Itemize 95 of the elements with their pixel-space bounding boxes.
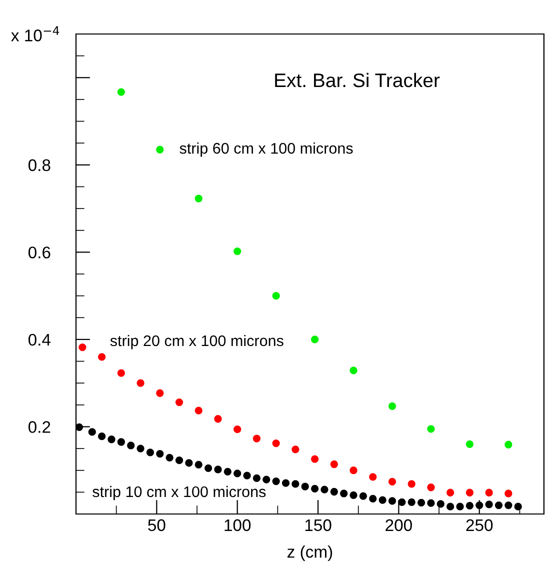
point bbox=[369, 473, 377, 481]
series-label: strip 10 cm x 100 microns bbox=[92, 486, 266, 500]
point bbox=[310, 484, 319, 493]
point bbox=[350, 466, 358, 474]
point bbox=[194, 460, 202, 469]
y-tick-label: 0.8 bbox=[28, 159, 50, 172]
point bbox=[214, 466, 222, 474]
series-label: strip 60 cm x 100 microns bbox=[180, 142, 353, 157]
point bbox=[494, 501, 503, 510]
y-tick-label: 0.2 bbox=[28, 421, 50, 433]
point bbox=[466, 488, 474, 496]
point bbox=[156, 450, 164, 458]
point bbox=[408, 480, 416, 488]
point bbox=[330, 488, 338, 496]
point bbox=[359, 492, 368, 500]
point bbox=[417, 498, 426, 506]
point bbox=[320, 486, 328, 494]
point bbox=[378, 496, 386, 504]
point bbox=[427, 499, 435, 507]
point bbox=[301, 482, 309, 490]
point bbox=[282, 479, 290, 487]
point bbox=[427, 425, 435, 433]
point bbox=[136, 379, 144, 387]
point bbox=[514, 502, 522, 510]
point bbox=[98, 432, 106, 440]
point bbox=[456, 502, 464, 510]
y-tick-label: 0.6 bbox=[28, 246, 50, 258]
text: x 10$^{−4}$ bbox=[11, 26, 60, 42]
point bbox=[388, 402, 396, 410]
point bbox=[175, 456, 184, 464]
point bbox=[234, 247, 242, 256]
point bbox=[504, 440, 512, 448]
point bbox=[310, 455, 319, 463]
point bbox=[194, 194, 202, 202]
point bbox=[446, 488, 454, 496]
x-tick-label: 150 bbox=[305, 519, 332, 532]
point bbox=[252, 434, 261, 442]
point bbox=[272, 439, 280, 448]
point bbox=[76, 423, 84, 431]
point bbox=[292, 480, 300, 488]
point bbox=[98, 353, 106, 361]
point bbox=[272, 477, 280, 486]
point bbox=[146, 448, 154, 456]
point bbox=[436, 500, 444, 508]
y-tick-label: 0.4 bbox=[28, 334, 51, 346]
point bbox=[427, 484, 435, 492]
point bbox=[272, 292, 280, 300]
point bbox=[252, 474, 261, 482]
point bbox=[204, 464, 212, 472]
point bbox=[350, 366, 358, 374]
point bbox=[166, 454, 174, 462]
point bbox=[388, 497, 396, 505]
point bbox=[136, 444, 144, 452]
x-tick-label: 50 bbox=[148, 519, 166, 532]
point bbox=[310, 336, 319, 344]
point bbox=[369, 494, 377, 503]
x-tick-label: 200 bbox=[386, 519, 412, 532]
point bbox=[504, 501, 512, 510]
x-tick-label: 250 bbox=[466, 519, 493, 532]
point bbox=[194, 406, 202, 414]
point bbox=[243, 472, 251, 480]
annotation: Ext. Bar. Si Tracker bbox=[275, 72, 440, 88]
point bbox=[88, 428, 96, 436]
point bbox=[234, 470, 242, 478]
point bbox=[330, 460, 338, 468]
point bbox=[466, 502, 474, 510]
point bbox=[117, 88, 125, 96]
point bbox=[117, 369, 125, 377]
point bbox=[340, 490, 348, 498]
point bbox=[156, 389, 164, 397]
point bbox=[214, 415, 222, 423]
point bbox=[175, 398, 184, 406]
point bbox=[408, 498, 416, 506]
point bbox=[117, 438, 125, 446]
point bbox=[127, 442, 135, 450]
point bbox=[108, 436, 116, 444]
point bbox=[466, 440, 474, 448]
point bbox=[234, 426, 242, 434]
point bbox=[292, 446, 300, 454]
point bbox=[156, 146, 164, 154]
point bbox=[185, 459, 193, 467]
point bbox=[78, 343, 86, 352]
point bbox=[398, 498, 406, 506]
x-tick-label: 100 bbox=[224, 519, 251, 532]
point bbox=[350, 491, 358, 500]
point bbox=[224, 468, 232, 476]
point bbox=[388, 478, 396, 486]
point bbox=[504, 490, 512, 498]
series-label: strip 20 cm x 100 microns bbox=[110, 334, 284, 350]
point bbox=[485, 488, 493, 496]
point bbox=[485, 500, 493, 508]
point bbox=[446, 502, 454, 510]
x-axis-title: z (cm) bbox=[287, 546, 332, 562]
point bbox=[476, 501, 484, 510]
point bbox=[262, 476, 270, 484]
